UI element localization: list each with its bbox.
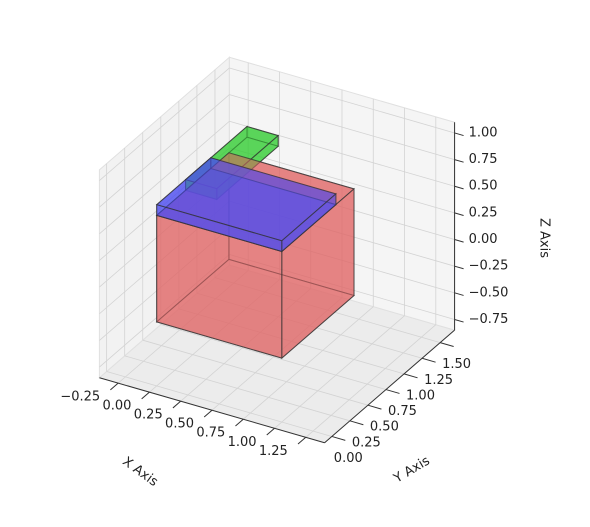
z-tick [454, 212, 464, 216]
z-tick-label: 0.25 [469, 205, 498, 220]
y-tick-label: 0.00 [334, 451, 363, 466]
x-axis-label: X Axis [119, 454, 160, 490]
z-tick-label: −0.75 [469, 312, 509, 327]
grid-line [142, 339, 369, 406]
y-tick [439, 342, 454, 348]
y-tick [331, 435, 346, 441]
z-tick [454, 159, 464, 163]
grid-line [305, 324, 437, 438]
grid-line [124, 355, 350, 422]
y-tick-label: 0.75 [388, 404, 417, 419]
grid-line [274, 315, 405, 429]
grid-line [99, 67, 230, 181]
grid-line [243, 306, 374, 420]
z-tick [454, 318, 464, 323]
x-tick-label: 1.25 [259, 444, 288, 459]
y-tick [421, 357, 436, 363]
grid-line [229, 94, 455, 160]
y-tick-label: 0.50 [370, 420, 399, 435]
x-tick-label: 0.75 [196, 426, 225, 441]
x-tick [141, 391, 150, 400]
z-tick-label: −0.25 [469, 259, 509, 274]
plot: −0.250.000.250.500.751.001.25 0.000.250.5… [60, 56, 509, 466]
x-tick [235, 418, 244, 427]
z-tick-label: 0.00 [469, 232, 498, 247]
grid-line [99, 94, 230, 208]
grid-line [106, 371, 332, 437]
x-tick-label: 0.25 [134, 408, 163, 423]
z-tick [454, 239, 464, 243]
x-tick [172, 400, 182, 409]
z-tick [454, 292, 464, 296]
x-tick [110, 382, 119, 391]
z-tick-label: −0.50 [469, 285, 509, 300]
z-tick-label: 0.75 [469, 152, 498, 167]
x-tick-label: −0.25 [60, 390, 100, 405]
y-tick-label: 1.25 [424, 373, 453, 388]
y-tick-label: 1.00 [406, 388, 435, 403]
grid-line [99, 120, 230, 235]
z-tick-label: 0.50 [469, 179, 498, 194]
y-tick-label: 0.25 [352, 435, 381, 450]
z-tick [454, 185, 464, 190]
z-tick-label: 1.00 [469, 125, 498, 140]
x-tick [297, 436, 307, 445]
x-tick-label: 0.00 [103, 399, 132, 414]
y-tick [367, 404, 382, 410]
z-tick [454, 132, 464, 137]
grid-line [229, 67, 455, 134]
grid-line [229, 147, 455, 214]
z-axis-label: Z Axis [537, 218, 552, 258]
y-tick [385, 389, 400, 394]
x-tick [203, 409, 213, 418]
x-tick-label: 1.00 [228, 435, 257, 450]
y-tick-label: 1.50 [442, 357, 471, 372]
x-tick [266, 427, 275, 436]
y-axis-line [324, 329, 455, 444]
x-tick-label: 0.50 [165, 417, 194, 432]
grid-line [160, 324, 387, 390]
z-tick [454, 265, 464, 270]
y-tick [403, 373, 418, 379]
y-tick [349, 420, 364, 426]
box-face [156, 204, 283, 253]
x-axis-line [99, 377, 325, 444]
y-axis-label: Y Axis [391, 453, 433, 487]
